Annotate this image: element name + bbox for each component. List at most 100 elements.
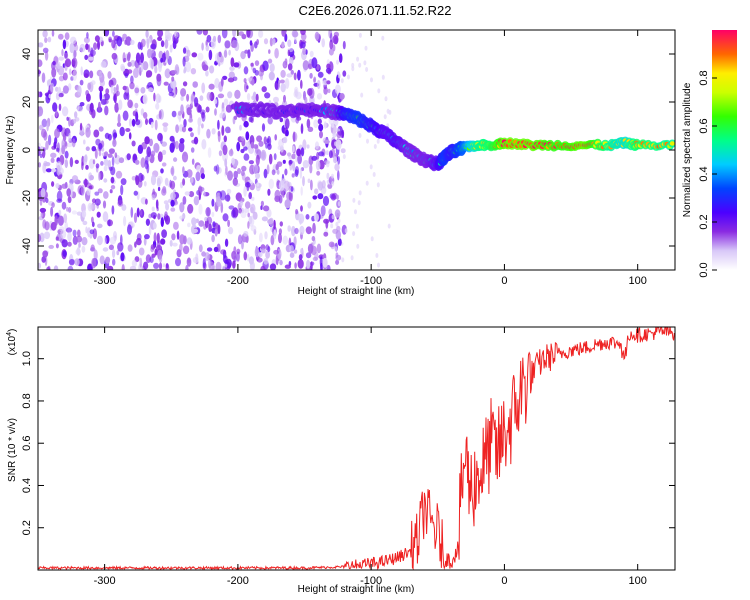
noise-speckle <box>336 130 342 139</box>
noise-speckle <box>215 164 220 175</box>
noise-speckle <box>187 222 191 228</box>
noise-speckle <box>116 84 119 93</box>
noise-speckle <box>72 118 77 124</box>
noise-speckle <box>88 56 94 61</box>
noise-speckle <box>134 159 140 165</box>
noise-speckle <box>150 174 157 186</box>
noise-speckle <box>123 57 127 63</box>
snr-frame <box>37 326 676 571</box>
noise-speckle <box>108 148 115 155</box>
spectrogram-x-ticks: -300 -200 -100 0 100 <box>94 30 647 287</box>
noise-speckle <box>60 229 67 239</box>
noise-speckle <box>217 93 225 99</box>
noise-speckle <box>251 196 255 201</box>
noise-speckle <box>194 97 199 107</box>
noise-speckle <box>243 120 249 128</box>
noise-speckle <box>237 168 241 175</box>
noise-speckle <box>202 257 206 269</box>
noise-speckle <box>261 86 267 93</box>
noise-speckle <box>79 102 85 107</box>
y-tick-label: 0.2 <box>21 520 33 535</box>
noise-speckle <box>317 193 324 200</box>
noise-speckle <box>72 59 76 66</box>
noise-speckle <box>351 66 355 72</box>
noise-speckle <box>131 175 136 181</box>
noise-speckle <box>161 141 168 147</box>
noise-speckle <box>83 155 88 166</box>
noise-speckle <box>165 202 170 211</box>
noise-speckle <box>347 74 350 80</box>
noise-speckle <box>377 262 380 268</box>
noise-speckle <box>300 147 305 157</box>
noise-speckle <box>85 164 89 170</box>
noise-speckle <box>316 64 320 71</box>
noise-speckle <box>259 232 263 243</box>
noise-speckle <box>268 217 274 227</box>
noise-speckle <box>61 49 64 57</box>
noise-speckle <box>98 143 103 150</box>
x-tick-label: 0 <box>501 575 507 587</box>
noise-speckle <box>126 153 131 161</box>
noise-speckle <box>89 49 96 57</box>
noise-speckle <box>387 223 391 229</box>
noise-speckle <box>93 42 98 50</box>
noise-speckle <box>228 205 235 210</box>
noise-speckle <box>248 216 253 225</box>
noise-speckle <box>283 180 290 192</box>
noise-speckle <box>278 79 281 85</box>
noise-speckle <box>133 67 139 79</box>
noise-speckle <box>65 227 73 233</box>
noise-speckle <box>69 157 74 168</box>
noise-speckle <box>260 205 263 210</box>
noise-speckle <box>263 136 267 145</box>
noise-speckle <box>182 245 190 255</box>
noise-speckle <box>69 68 72 76</box>
noise-speckle <box>326 150 329 156</box>
noise-speckle <box>342 70 347 77</box>
noise-speckle <box>61 239 68 248</box>
noise-speckle <box>150 212 157 219</box>
noise-speckle <box>130 75 134 84</box>
noise-speckle <box>201 251 207 257</box>
noise-speckle <box>334 163 340 171</box>
noise-speckle <box>255 145 259 154</box>
noise-speckle <box>356 56 360 62</box>
snr-line-layer <box>38 327 675 570</box>
noise-speckle <box>252 211 258 220</box>
noise-speckle <box>142 61 149 71</box>
noise-speckle <box>358 190 362 196</box>
noise-speckle <box>323 139 330 144</box>
noise-speckle <box>86 188 91 196</box>
noise-speckle <box>50 82 55 93</box>
noise-speckle <box>130 207 134 218</box>
noise-speckle <box>140 87 146 94</box>
noise-speckle <box>143 181 147 187</box>
noise-speckle <box>45 140 49 150</box>
noise-speckle <box>243 153 250 161</box>
noise-speckle <box>320 205 326 217</box>
noise-speckle <box>44 37 48 43</box>
noise-speckle <box>273 153 277 161</box>
noise-speckle <box>134 241 137 248</box>
noise-speckle <box>309 72 313 79</box>
spectrogram-noise-layer <box>38 30 392 270</box>
noise-speckle <box>238 31 245 36</box>
noise-speckle <box>154 119 158 131</box>
noise-speckle <box>233 62 240 68</box>
noise-speckle <box>92 159 96 165</box>
noise-speckle <box>89 184 94 190</box>
noise-speckle <box>164 215 171 225</box>
noise-speckle <box>386 108 390 114</box>
noise-speckle <box>337 238 342 247</box>
noise-speckle <box>278 139 285 148</box>
y-tick-label: 20 <box>21 96 33 108</box>
noise-speckle <box>157 151 163 162</box>
noise-speckle <box>93 249 98 261</box>
noise-speckle <box>140 52 144 63</box>
colorbar-tick-label: 0.4 <box>698 166 710 181</box>
noise-speckle <box>158 110 162 120</box>
noise-speckle <box>263 38 269 45</box>
noise-speckle <box>78 242 81 248</box>
noise-speckle <box>290 69 294 75</box>
noise-speckle <box>71 175 79 183</box>
